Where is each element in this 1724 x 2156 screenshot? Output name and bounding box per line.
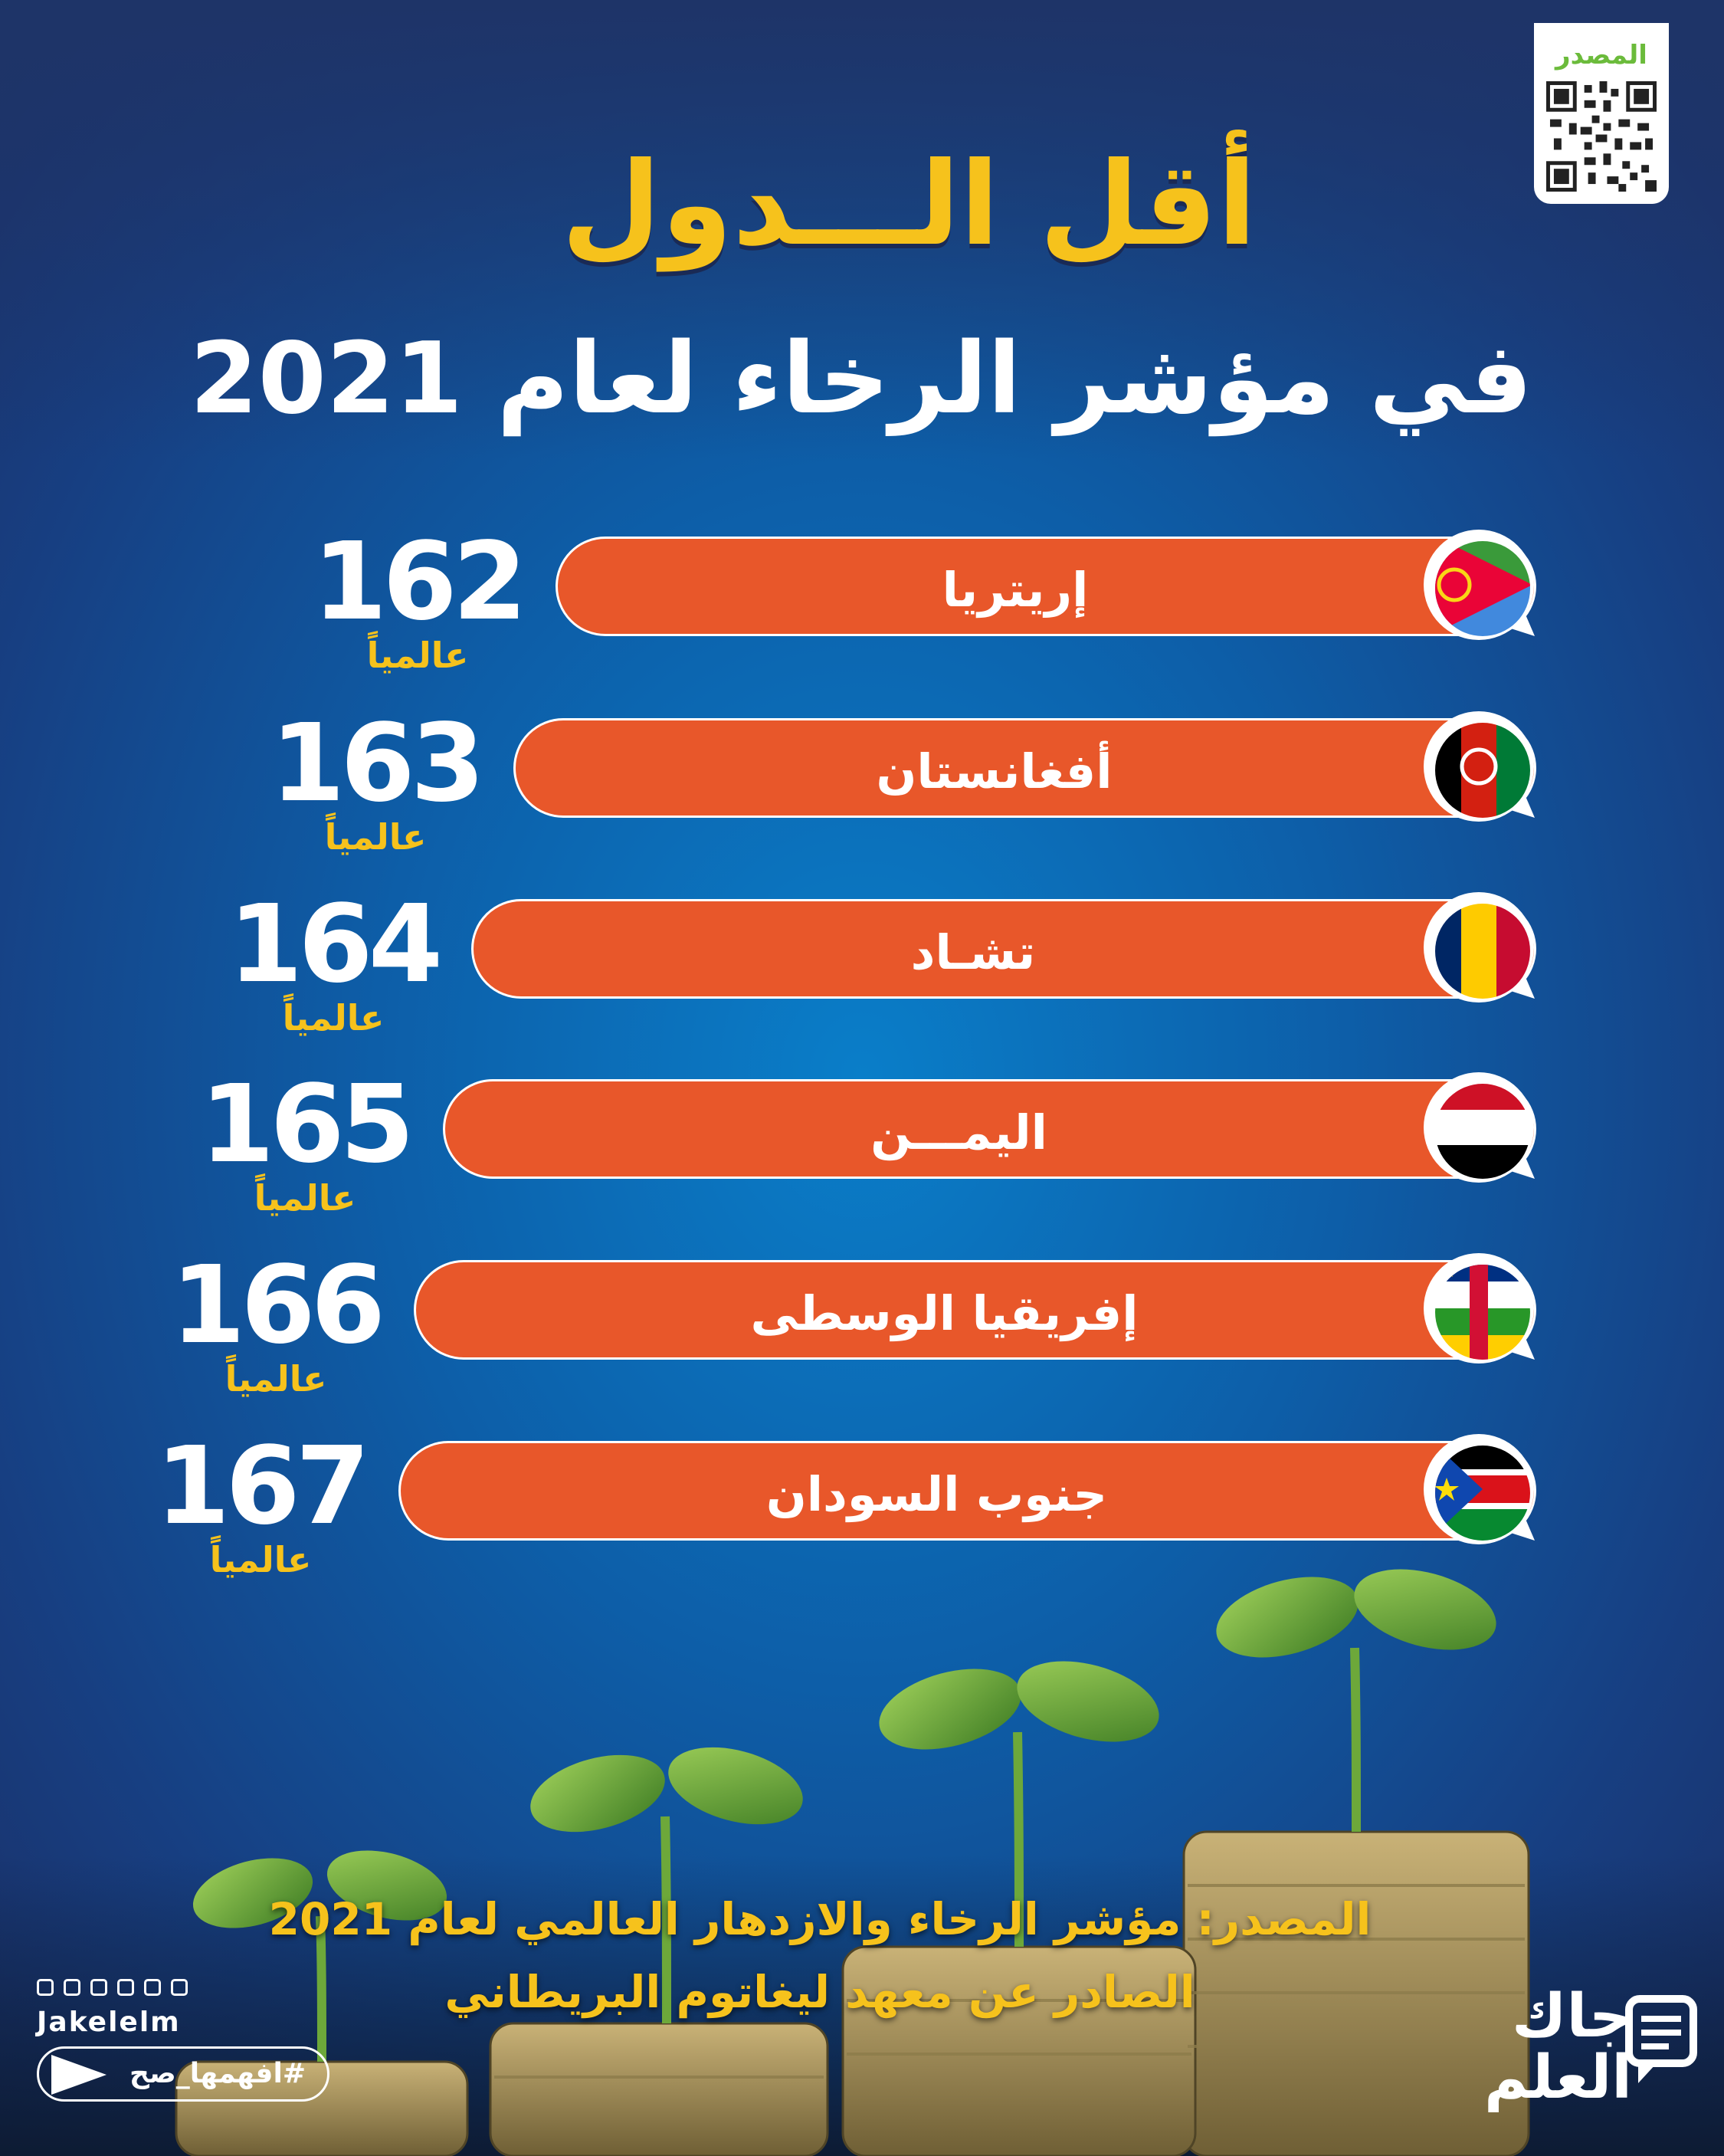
twitter-icon[interactable] (144, 1979, 162, 1996)
country-name: إفريقيا الوسطى (750, 1285, 1139, 1341)
linkedin-icon[interactable] (90, 1979, 108, 1996)
snapchat-icon[interactable] (117, 1979, 135, 1996)
country-pill: جنوب السودان (398, 1441, 1536, 1541)
plants-coins-decoration (0, 1569, 1724, 2156)
ranking-row: تشـاد 164 عالمياً (0, 882, 1724, 1039)
play-icon (51, 2055, 107, 2095)
rank-number: 167 (155, 1424, 370, 1549)
rank-number: 166 (170, 1243, 385, 1368)
country-pill: أفغانستان (513, 718, 1536, 818)
afghanistan-flag-icon (1421, 709, 1544, 832)
ranking-row: أفغانستان 163 عالمياً (0, 701, 1724, 858)
rank-unit-label: عالمياً (282, 997, 385, 1039)
rank-unit-label: عالمياً (324, 816, 427, 858)
country-name: اليمـــن (870, 1104, 1047, 1160)
hashtag-badge[interactable]: #افهمها_صح (37, 2046, 329, 2102)
hashtag-text: #افهمها_صح (129, 2058, 306, 2089)
rank-number: 164 (228, 882, 443, 1007)
country-name: تشـاد (910, 924, 1036, 980)
social-icons (37, 1979, 194, 1999)
telegram-icon[interactable] (171, 1979, 188, 1996)
chad-flag-icon (1421, 890, 1544, 1012)
background-shade (0, 0, 1724, 460)
country-name: إريتريا (942, 562, 1089, 618)
south-sudan-flag-icon (1421, 1432, 1544, 1554)
country-pill: تشـاد (471, 899, 1536, 999)
rank-unit-label: عالمياً (209, 1539, 312, 1580)
eritrea-flag-icon (1421, 527, 1544, 650)
country-pill: اليمـــن (443, 1079, 1536, 1179)
rank-unit-label: عالمياً (366, 635, 469, 676)
ranking-row: جنوب السودان 167 عالمياً (0, 1424, 1724, 1580)
country-name: أفغانستان (876, 743, 1113, 799)
instagram-icon[interactable] (64, 1979, 81, 1996)
source-line-2: الصادر عن معهد ليغاتوم البريطاني (444, 1966, 1195, 2018)
source-qr-box[interactable]: المصدر (1534, 23, 1669, 204)
account-handle: Jakelelm (37, 2007, 181, 2038)
source-qr-label: المصدر (1555, 40, 1647, 71)
ranking-row: إريتريا 162 عالمياً (0, 520, 1724, 676)
rank-number: 162 (312, 520, 527, 645)
qr-code-icon (1546, 81, 1657, 192)
ranking-row: اليمـــن 165 عالمياً (0, 1062, 1724, 1219)
rank-number: 163 (270, 701, 485, 826)
source-line-1: المصدر: مؤشر الرخاء والازدهار العالمي لع… (268, 1893, 1372, 1945)
page-title: أقل الـــدول (561, 138, 1257, 271)
rank-unit-label: عالمياً (254, 1177, 356, 1219)
logo-text-line-1: جاك (1512, 1982, 1632, 2051)
country-name: جنوب السودان (765, 1466, 1108, 1522)
country-pill: إريتريا (556, 537, 1536, 636)
chat-logo-icon (1625, 1995, 1697, 2083)
logo-text-line-2: العلم (1483, 2043, 1632, 2112)
rank-unit-label: عالمياً (225, 1358, 327, 1400)
rank-number: 165 (199, 1062, 415, 1187)
central-african-republic-flag-icon (1421, 1251, 1544, 1373)
facebook-icon[interactable] (37, 1979, 54, 1996)
page-subtitle: في مؤشر الرخاء لعام 2021 (189, 322, 1532, 436)
yemen-flag-icon (1421, 1070, 1544, 1193)
ranking-row: إفريقيا الوسطى 166 عالمياً (0, 1243, 1724, 1400)
country-pill: إفريقيا الوسطى (414, 1260, 1536, 1360)
